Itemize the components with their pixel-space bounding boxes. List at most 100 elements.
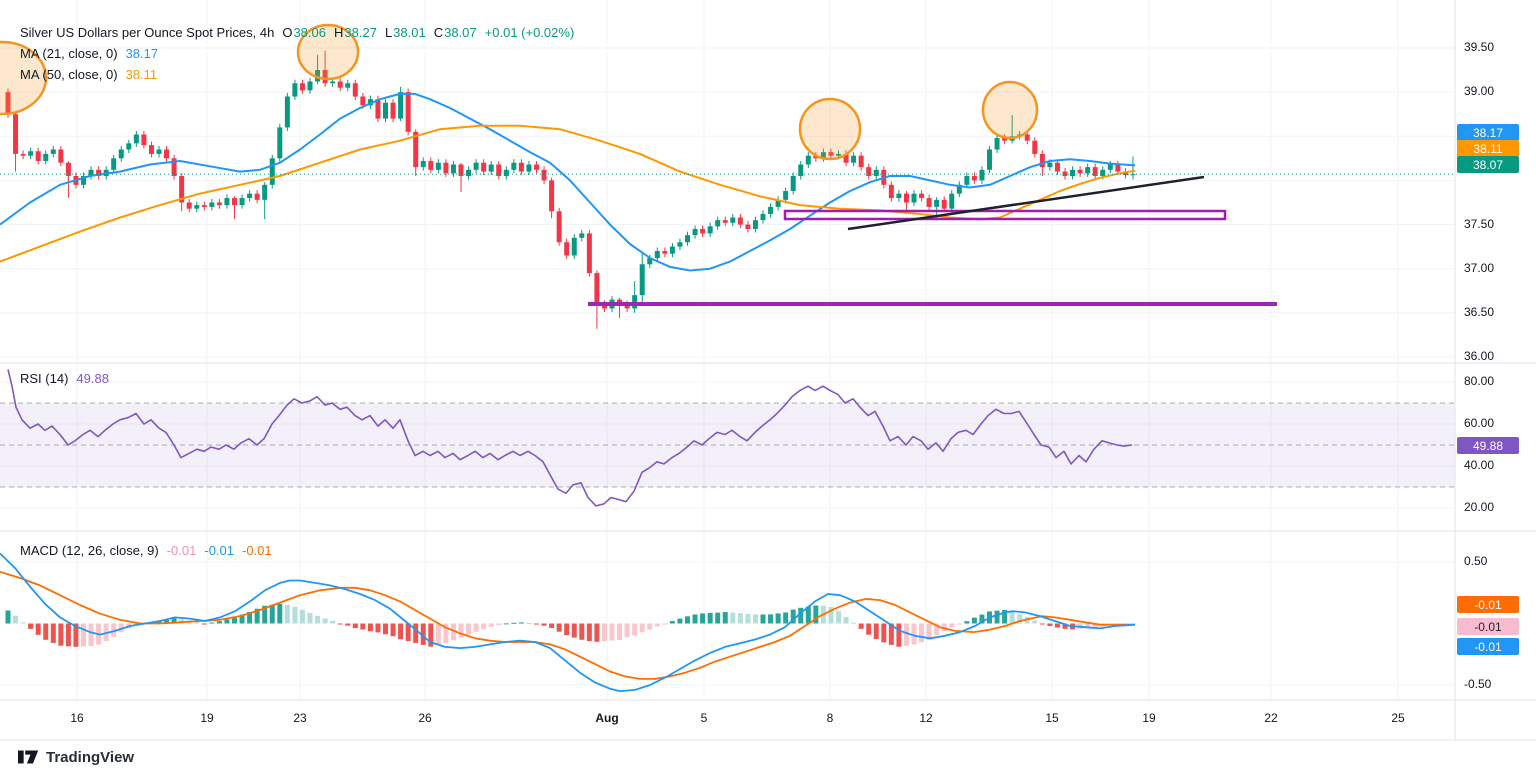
candle-body [594,273,600,305]
candle-body [820,152,826,159]
candle-body [639,264,645,296]
candle-body [722,220,728,223]
candle-body [50,149,56,154]
time-label-25: 25 [1391,711,1405,725]
time-label-Aug: Aug [595,711,619,725]
candle-body [896,193,902,199]
candle-body [888,184,894,199]
candle-body [277,127,283,159]
macd-hist-bar [881,623,887,643]
candle-body [1092,167,1098,176]
macd-hist-bar [722,612,728,624]
candle-body [232,198,237,206]
macd-hist-bar [903,623,909,646]
macd-hist-bar [367,623,373,632]
macd-hist-bar [873,623,879,639]
tradingview-watermark[interactable]: TradingView [18,748,134,766]
candle-body [360,96,366,106]
macd-hist-bar [194,621,200,624]
macd-hist-value: -0.01 [166,543,197,558]
macd-line-value: -0.01 [204,543,234,558]
macd-line [0,552,1136,692]
candle-body [428,160,434,170]
candle-body [851,155,857,163]
macd-hist-bar [503,623,509,625]
macd-hist-bar [307,612,313,624]
ma21-price-badge: 38.17 [1457,124,1519,141]
macd-hist-bar [752,614,758,624]
candle-body [730,217,736,223]
candle-body [292,83,298,97]
macd-hist-badge: -0.01 [1457,618,1519,635]
candle-body [201,205,207,207]
price-tick-37.00: 37.00 [1464,260,1495,275]
resistance-zone-box [783,209,1227,221]
macd-hist-bar [315,615,321,624]
macd-hist-bar [28,623,34,629]
candle-body [405,92,411,132]
price-tick-39.50: 39.50 [1464,39,1495,54]
macd-hist-bar [760,614,766,624]
time-label-19: 19 [1142,711,1156,725]
candle-body [677,242,683,247]
macd-hist-bar [1085,623,1091,629]
macd-hist-bar [964,621,970,624]
macd-hist-bar [43,623,49,640]
macd-hist-bar [813,605,819,624]
macd-hist-bar [707,612,713,624]
macd-signal-badge: -0.01 [1457,596,1519,613]
candle-body [1054,162,1060,172]
candle-body [194,205,200,209]
ohlc-low: L38.01 [384,25,426,40]
macd-hist-bar [269,604,275,624]
candle-body [768,206,774,214]
candle-body [715,220,721,227]
candle-body [775,199,781,207]
candle-body [579,233,585,238]
macd-hist-bar [262,605,268,624]
macd-hist-bar [428,623,434,647]
macd-hist-bar [337,623,343,625]
macd-hist-bar [677,618,683,624]
candle-body [624,304,630,309]
candle-body [707,226,713,234]
macd-hist-bar [896,623,902,647]
candle-body [601,304,607,309]
candle-body [685,235,690,243]
macd-hist-bar [405,623,411,642]
time-label-22: 22 [1264,711,1278,725]
macd-hist-bar [685,616,690,624]
ohlc-open: O38.06 [282,25,326,40]
ma21-label: MA (21, close, 0) [20,46,118,61]
macd-hist-bar [888,623,894,645]
macd-hist-bar [390,623,396,637]
macd-hist-bar [549,623,555,628]
macd-hist-bar [518,622,524,624]
macd-hist-bar [662,623,668,625]
chart-canvas-host[interactable] [0,0,1536,745]
candle-body [133,134,139,144]
candle-body [617,299,623,305]
time-label-19: 19 [200,711,214,725]
last-price-badge: 38.07 [1457,156,1519,173]
chart-canvas[interactable] [0,0,1536,745]
macd-hist-bar [111,623,117,637]
candle-body [473,162,479,170]
candle-body [956,184,962,194]
candle-body [1039,153,1045,168]
macd-hist-bar [1062,623,1068,629]
macd-hist-bar [790,609,796,624]
macd-hist-bar [330,620,336,624]
candle-body [903,193,909,203]
ma50-price-badge: 38.11 [1457,140,1519,157]
macd-hist-bar [299,609,305,624]
ma21-line [0,92,1136,272]
candle-body [662,251,668,254]
macd-hist-bar [737,613,743,624]
candle-body [1085,167,1091,174]
macd-hist-bar [526,623,532,625]
macd-hist-bar [1002,610,1008,624]
macd-hist-bar [284,604,290,624]
candle-body [299,83,305,91]
